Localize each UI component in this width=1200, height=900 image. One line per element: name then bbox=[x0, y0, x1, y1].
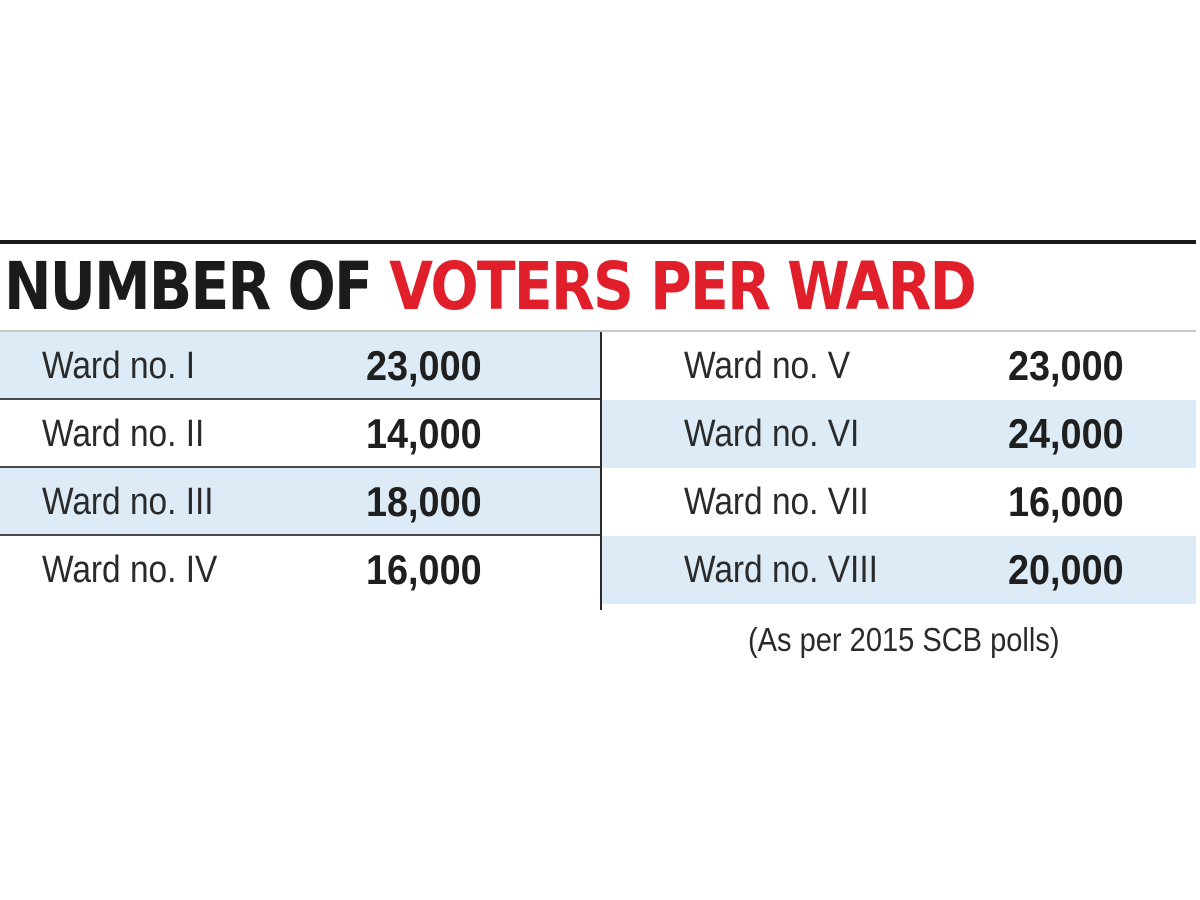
voter-count: 16,000 bbox=[366, 546, 482, 593]
voter-count: 23,000 bbox=[1008, 342, 1124, 389]
top-rule bbox=[0, 240, 1196, 244]
source-footnote: (As per 2015 SCB polls) bbox=[748, 621, 1060, 658]
table-row: Ward no. VIII 20,000 bbox=[602, 536, 1196, 604]
ward-label: Ward no. II bbox=[42, 413, 205, 455]
voter-count: 18,000 bbox=[366, 478, 482, 525]
ward-label: Ward no. VI bbox=[684, 413, 860, 455]
ward-label: Ward no. VII bbox=[684, 481, 869, 523]
voter-count: 24,000 bbox=[1008, 410, 1124, 457]
title-part-dark: NUMBER OF bbox=[4, 248, 390, 325]
voter-count: 23,000 bbox=[366, 342, 482, 389]
table-row: Ward no. III 18,000 bbox=[0, 468, 600, 536]
ward-label: Ward no. IV bbox=[42, 549, 218, 591]
chart-title: NUMBER OF VOTERS PER WARD bbox=[4, 244, 977, 330]
title-underline bbox=[0, 330, 1196, 332]
table-row: Ward no. II 14,000 bbox=[0, 400, 600, 468]
voter-count: 16,000 bbox=[1008, 478, 1124, 525]
title-part-red: VOTERS PER WARD bbox=[389, 248, 977, 325]
ward-label: Ward no. VIII bbox=[684, 549, 878, 591]
table-row: Ward no. I 23,000 bbox=[0, 332, 600, 400]
table-row: Ward no. VII 16,000 bbox=[602, 468, 1196, 536]
ward-label: Ward no. V bbox=[684, 345, 851, 387]
column-divider bbox=[600, 332, 602, 610]
table-row: Ward no. V 23,000 bbox=[602, 332, 1196, 400]
ward-label: Ward no. I bbox=[42, 345, 196, 387]
voter-count: 20,000 bbox=[1008, 546, 1124, 593]
ward-label: Ward no. III bbox=[42, 481, 214, 523]
table-row: Ward no. VI 24,000 bbox=[602, 400, 1196, 468]
voter-count: 14,000 bbox=[366, 410, 482, 457]
table-row: Ward no. IV 16,000 bbox=[0, 536, 600, 604]
